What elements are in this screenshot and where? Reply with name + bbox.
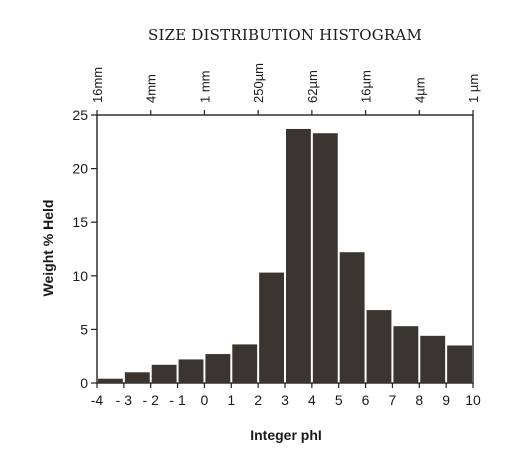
bar-8	[312, 133, 338, 383]
top-size-axis: 16mm 4mm 1 mm 250µm 62µm 16µm 4µm 1 µm	[90, 63, 481, 115]
x-tick-label-11: 7	[389, 392, 397, 408]
x-tick-label-1: - 3	[116, 392, 133, 408]
bar-3	[178, 359, 204, 383]
x-tick-label-7: 3	[281, 392, 289, 408]
x-tick-label-2: - 2	[143, 392, 160, 408]
x-tick-label-5: 1	[227, 392, 235, 408]
x-tick-label-0: -4	[91, 392, 104, 408]
top-tick-label-2: 1 mm	[197, 71, 212, 104]
bar-10	[366, 310, 392, 383]
bars-group	[98, 128, 472, 383]
bar-5	[232, 344, 258, 383]
top-tick-label-1: 4mm	[144, 74, 159, 103]
y-tick-label-1: 5	[80, 321, 88, 337]
bar-1	[124, 372, 150, 383]
bar-13	[447, 345, 472, 383]
y-tick-label-2: 10	[72, 268, 88, 284]
top-tick-label-3: 250µm	[251, 63, 266, 103]
top-tick-label-5: 16µm	[359, 70, 374, 103]
x-tick-label-13: 9	[442, 392, 450, 408]
x-tick-label-10: 6	[362, 392, 370, 408]
y-tick-label-4: 20	[72, 161, 88, 177]
bar-6	[259, 272, 284, 383]
y-axis: 0 5 10 15 20 25	[72, 107, 97, 391]
x-tick-label-12: 8	[415, 392, 423, 408]
y-tick-label-5: 25	[72, 107, 88, 123]
x-tick-label-6: 2	[254, 392, 262, 408]
bar-11	[393, 326, 419, 383]
x-tick-label-14: 10	[465, 392, 481, 408]
top-tick-label-7: 1 µm	[466, 74, 481, 103]
x-tick-label-9: 5	[335, 392, 343, 408]
x-axis: -4 - 3 - 2 - 1 0 1 2 3 4 5 6 7 8 9 10	[91, 383, 481, 408]
bar-7	[286, 128, 311, 383]
y-tick-label-0: 0	[80, 375, 88, 391]
top-tick-label-4: 62µm	[305, 70, 320, 103]
top-tick-label-6: 4µm	[412, 77, 427, 103]
y-axis-label: Weight % Held	[40, 200, 56, 297]
bar-0	[98, 378, 123, 383]
bar-2	[151, 364, 177, 383]
bar-9	[339, 252, 365, 383]
x-axis-label: Integer phI	[250, 427, 322, 443]
bar-12	[420, 335, 446, 383]
x-tick-label-3: - 1	[169, 392, 186, 408]
x-tick-label-8: 4	[308, 392, 316, 408]
top-tick-label-0: 16mm	[90, 67, 105, 103]
chart-title: SIZE DISTRIBUTION HISTOGRAM	[148, 26, 422, 44]
bar-4	[205, 354, 231, 383]
x-tick-label-4: 0	[201, 392, 209, 408]
y-tick-label-3: 15	[72, 214, 88, 230]
